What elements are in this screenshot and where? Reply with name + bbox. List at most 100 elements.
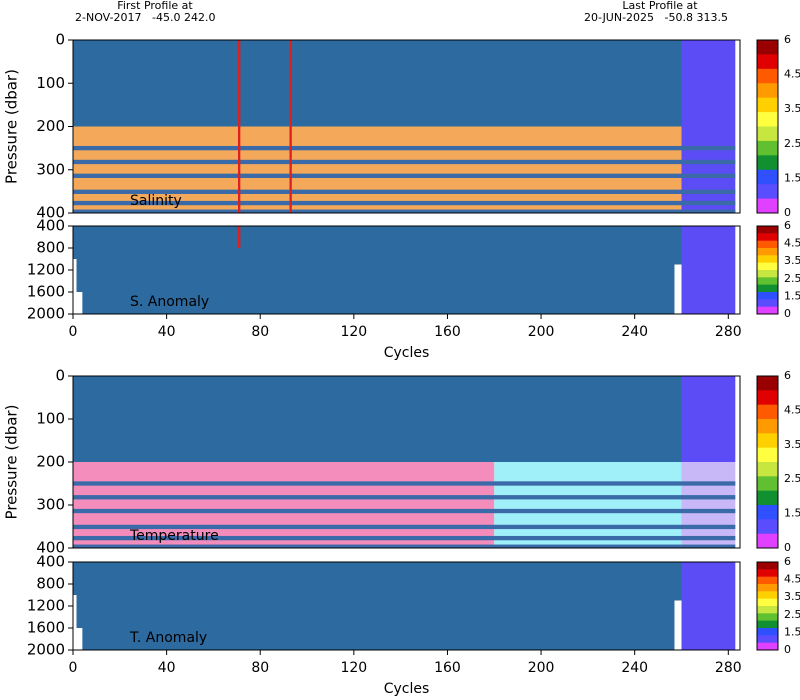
- field-block: [73, 481, 736, 486]
- field-block: [73, 200, 736, 206]
- colorbar-segment: [757, 606, 778, 614]
- field-block: [73, 209, 736, 213]
- colorbar-segment: [757, 240, 778, 249]
- x-tick-label: 280: [715, 660, 742, 676]
- colorbar-tick-label: 0: [784, 307, 791, 320]
- x-tick-label: 200: [528, 324, 555, 340]
- y-tick-label: 300: [36, 496, 65, 514]
- colorbar-segment: [757, 490, 778, 506]
- y-tick-label: 1600: [27, 619, 65, 637]
- field-block: [76, 292, 83, 314]
- first-profile-info: 2-NOV-2017 -45.0 242.0: [75, 11, 215, 24]
- colorbar-segment: [757, 447, 778, 463]
- y-tick-label: 100: [36, 410, 65, 428]
- panel-label: Temperature: [129, 528, 219, 544]
- y-tick-label: 400: [36, 204, 65, 222]
- field-block: [674, 264, 682, 314]
- colorbar-segment: [757, 284, 778, 293]
- colorbar-tick-label: 6: [784, 33, 791, 46]
- field-block: [73, 226, 682, 314]
- x-axis-label: Cycles: [384, 681, 430, 697]
- colorbar-segment: [757, 404, 778, 420]
- colorbar-segment: [757, 255, 778, 264]
- colorbar-tick-label: 3.5: [784, 102, 800, 115]
- field-block: [73, 259, 77, 314]
- field-block: [73, 595, 77, 650]
- colorbar-segment: [757, 376, 778, 391]
- colorbar-frame: [756, 561, 779, 651]
- field-block: [73, 159, 736, 165]
- colorbar-segment: [757, 83, 778, 99]
- field-block: [73, 40, 682, 127]
- colorbar-tick-label: 2.5: [784, 272, 800, 285]
- x-tick-label: 0: [69, 324, 78, 340]
- colorbar-segment: [757, 620, 778, 629]
- x-tick-label: 80: [251, 660, 269, 676]
- colorbar-segment: [757, 112, 778, 127]
- x-tick-label: 40: [158, 324, 176, 340]
- panel-label: S. Anomaly: [130, 294, 209, 310]
- x-tick-label: 200: [528, 660, 555, 676]
- field-block: [73, 189, 736, 194]
- y-tick-label: 300: [36, 160, 65, 178]
- field-block: [681, 226, 736, 314]
- colorbar-tick-label: 4.5: [784, 573, 800, 586]
- colorbar-segment: [757, 198, 778, 214]
- field-block: [76, 628, 83, 650]
- x-tick-label: 280: [715, 324, 742, 340]
- colorbar-segment: [757, 642, 778, 651]
- colorbar-segment: [757, 433, 778, 449]
- colorbar-segment: [757, 598, 778, 607]
- x-axis-label: Cycles: [384, 345, 430, 361]
- y-tick-label: 400: [36, 553, 65, 571]
- colorbar-segment: [757, 576, 778, 585]
- x-tick-label: 120: [340, 660, 367, 676]
- field-block: [73, 508, 736, 514]
- plot-area: [73, 226, 736, 314]
- colorbar-segment: [757, 476, 778, 492]
- first-profile-label: First Profile at: [117, 0, 193, 12]
- colorbar-segment: [757, 248, 778, 256]
- field-block: [494, 462, 682, 548]
- field-block: [73, 544, 736, 548]
- colorbar-tick-label: 1.5: [784, 289, 800, 302]
- colorbar-segment: [757, 226, 778, 234]
- panel-label: T. Anomaly: [129, 630, 207, 646]
- x-tick-label: 240: [621, 324, 648, 340]
- colorbar-segment: [757, 306, 778, 315]
- colorbar-segment: [757, 519, 778, 535]
- colorbar-segment: [757, 613, 778, 622]
- x-tick-label: 40: [158, 660, 176, 676]
- colorbar-segment: [757, 277, 778, 286]
- colorbar-segment: [757, 292, 778, 300]
- x-tick-label: 0: [69, 660, 78, 676]
- colorbar-tick-label: 2.5: [784, 137, 800, 150]
- field-block: [73, 462, 495, 548]
- field-block: [73, 376, 682, 462]
- colorbar-segment: [757, 169, 778, 185]
- field-block: [73, 145, 736, 151]
- field-block: [73, 126, 682, 213]
- x-tick-label: 160: [434, 324, 461, 340]
- y-tick-label: 1200: [27, 597, 65, 615]
- colorbar-frame: [756, 39, 779, 214]
- colorbar-tick-label: 4.5: [784, 68, 800, 81]
- field-block: [289, 40, 292, 213]
- colorbar-tick-label: 3.5: [784, 438, 800, 451]
- field-block: [681, 376, 736, 462]
- x-tick-label: 240: [621, 660, 648, 676]
- colorbar-tick-label: 4.5: [784, 237, 800, 250]
- field-block: [674, 600, 682, 650]
- colorbar-tick-label: 1.5: [784, 171, 800, 184]
- colorbar-segment: [757, 462, 778, 477]
- colorbar-tick-label: 2.5: [784, 472, 800, 485]
- field-block: [237, 226, 241, 248]
- colorbar-segment: [757, 505, 778, 520]
- field-block: [237, 40, 241, 213]
- colorbar-segment: [757, 184, 778, 200]
- colorbar-segment: [757, 635, 778, 644]
- field-block: [73, 524, 736, 530]
- colorbar-segment: [757, 299, 778, 308]
- plot-area: [73, 40, 736, 213]
